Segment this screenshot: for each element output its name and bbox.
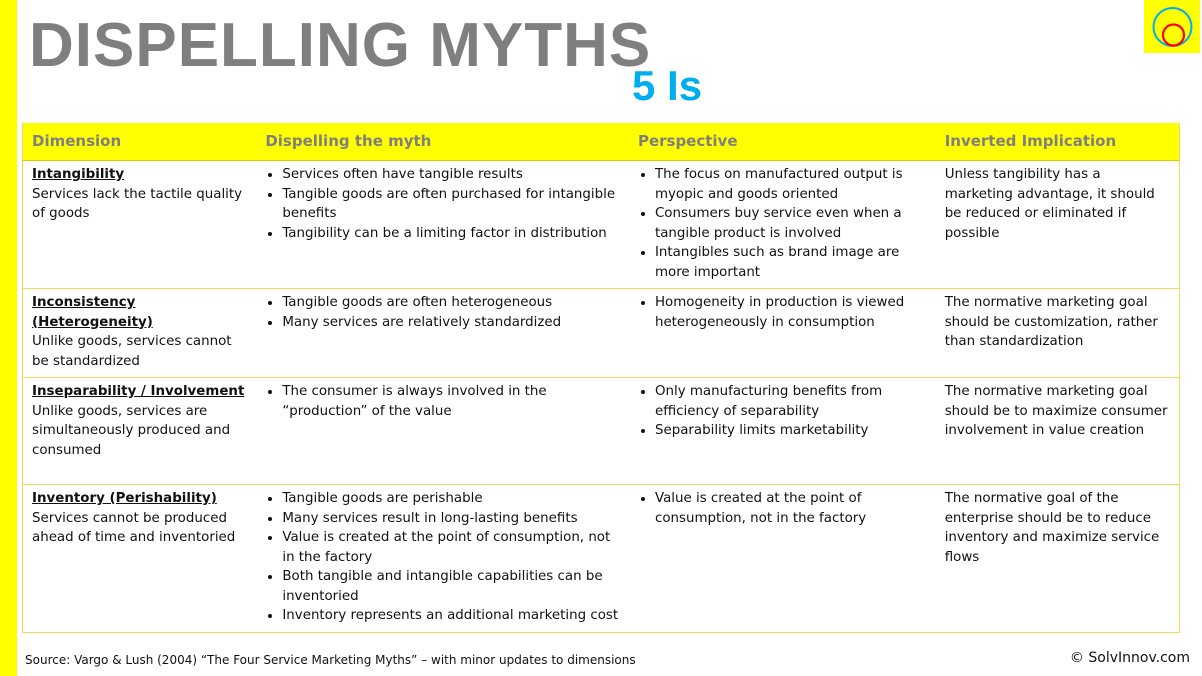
list-item: Tangible goods are often heterogeneous xyxy=(282,293,620,313)
copyright: © SolvInnov.com xyxy=(1069,650,1190,666)
source-citation: Source: Vargo & Lush (2004) “The Four Se… xyxy=(25,653,636,667)
dimension-name: Inventory (Perishability) xyxy=(32,491,217,506)
list-item: Tangible goods are perishable xyxy=(282,489,620,509)
dimension-cell: Inconsistency (Heterogeneity) Unlike good… xyxy=(22,288,257,378)
dispelling-cell: Tangible goods are often heterogeneousMa… xyxy=(256,288,629,378)
perspective-cell: Only manufacturing benefits from efficie… xyxy=(628,377,936,485)
list-item: Intangibles such as brand image are more… xyxy=(655,243,927,282)
dimension-cell: Intangibility Services lack the tactile q… xyxy=(22,160,257,289)
logo xyxy=(1144,0,1200,53)
table-header-row: Dimension Dispelling the myth Perspectiv… xyxy=(22,123,1180,161)
dispelling-cell: Tangible goods are perishableMany servic… xyxy=(256,484,629,633)
implication-cell: The normative marketing goal should be c… xyxy=(935,288,1180,378)
table-row: Inventory (Perishability) Services cannot… xyxy=(22,484,1180,633)
dimension-cell: Inventory (Perishability) Services cannot… xyxy=(22,484,257,633)
implication-cell: The normative marketing goal should be t… xyxy=(935,377,1180,485)
list-item: The focus on manufactured output is myop… xyxy=(655,165,927,204)
dimension-cell: Inseparability / Involvement Unlike goods… xyxy=(22,377,257,485)
list-item: Separability limits marketability xyxy=(655,421,927,441)
dispelling-list: Tangible goods are perishableMany servic… xyxy=(265,489,620,626)
table-row: Intangibility Services lack the tactile q… xyxy=(22,160,1180,289)
page-title: DISPELLING MYTHS xyxy=(29,11,652,80)
page-subtitle: 5 Is xyxy=(632,62,703,109)
header-dimension: Dimension xyxy=(22,123,257,161)
dimension-name: Inconsistency (Heterogeneity) xyxy=(32,295,153,330)
list-item: Value is created at the point of consump… xyxy=(282,528,620,567)
header-dispelling: Dispelling the myth xyxy=(256,123,629,161)
list-item: Value is created at the point of consump… xyxy=(655,489,927,528)
implication-cell: Unless tangibility has a marketing advan… xyxy=(935,160,1180,289)
dispelling-cell: Services often have tangible resultsTang… xyxy=(256,160,629,289)
left-accent-bar xyxy=(0,0,17,676)
dimension-description: Services lack the tactile quality of goo… xyxy=(32,186,243,222)
list-item: Services often have tangible results xyxy=(282,165,620,185)
list-item: Many services result in long-lasting ben… xyxy=(282,509,620,529)
dimension-name: Intangibility xyxy=(32,167,125,182)
myths-table: Dimension Dispelling the myth Perspectiv… xyxy=(22,123,1180,633)
dispelling-cell: The consumer is always involved in the “… xyxy=(256,377,629,485)
perspective-list: The focus on manufactured output is myop… xyxy=(638,165,927,282)
list-item: Many services are relatively standardize… xyxy=(282,313,620,333)
dimension-name: Inseparability / Involvement xyxy=(32,384,245,399)
perspective-list: Homogeneity in production is viewed hete… xyxy=(638,293,927,332)
list-item: Tangible goods are often purchased for i… xyxy=(282,185,620,224)
header-implication: Inverted Implication xyxy=(935,123,1180,161)
implication-cell: The normative goal of the enterprise sho… xyxy=(935,484,1180,633)
perspective-cell: Value is created at the point of consump… xyxy=(628,484,936,633)
list-item: Both tangible and intangible capabilitie… xyxy=(282,567,620,606)
dispelling-list: The consumer is always involved in the “… xyxy=(265,382,620,421)
dimension-description: Services cannot be produced ahead of tim… xyxy=(32,510,236,546)
table-row: Inconsistency (Heterogeneity) Unlike good… xyxy=(22,288,1180,378)
perspective-cell: The focus on manufactured output is myop… xyxy=(628,160,936,289)
dimension-description: Unlike goods, services cannot be standar… xyxy=(32,334,232,369)
dispelling-list: Tangible goods are often heterogeneousMa… xyxy=(265,293,620,332)
list-item: The consumer is always involved in the “… xyxy=(282,382,620,421)
header-perspective: Perspective xyxy=(628,123,936,161)
list-item: Tangibility can be a limiting factor in … xyxy=(282,224,620,244)
dimension-description: Unlike goods, services are simultaneousl… xyxy=(32,403,231,458)
dispelling-list: Services often have tangible resultsTang… xyxy=(265,165,620,243)
list-item: Homogeneity in production is viewed hete… xyxy=(655,293,927,332)
nested-circles-logo-icon xyxy=(1152,7,1193,47)
table-row: Inseparability / Involvement Unlike goods… xyxy=(22,377,1180,485)
perspective-cell: Homogeneity in production is viewed hete… xyxy=(628,288,936,378)
perspective-list: Only manufacturing benefits from efficie… xyxy=(638,382,927,441)
list-item: Only manufacturing benefits from efficie… xyxy=(655,382,927,421)
perspective-list: Value is created at the point of consump… xyxy=(638,489,927,528)
list-item: Consumers buy service even when a tangib… xyxy=(655,204,927,243)
list-item: Inventory represents an additional marke… xyxy=(282,606,620,626)
